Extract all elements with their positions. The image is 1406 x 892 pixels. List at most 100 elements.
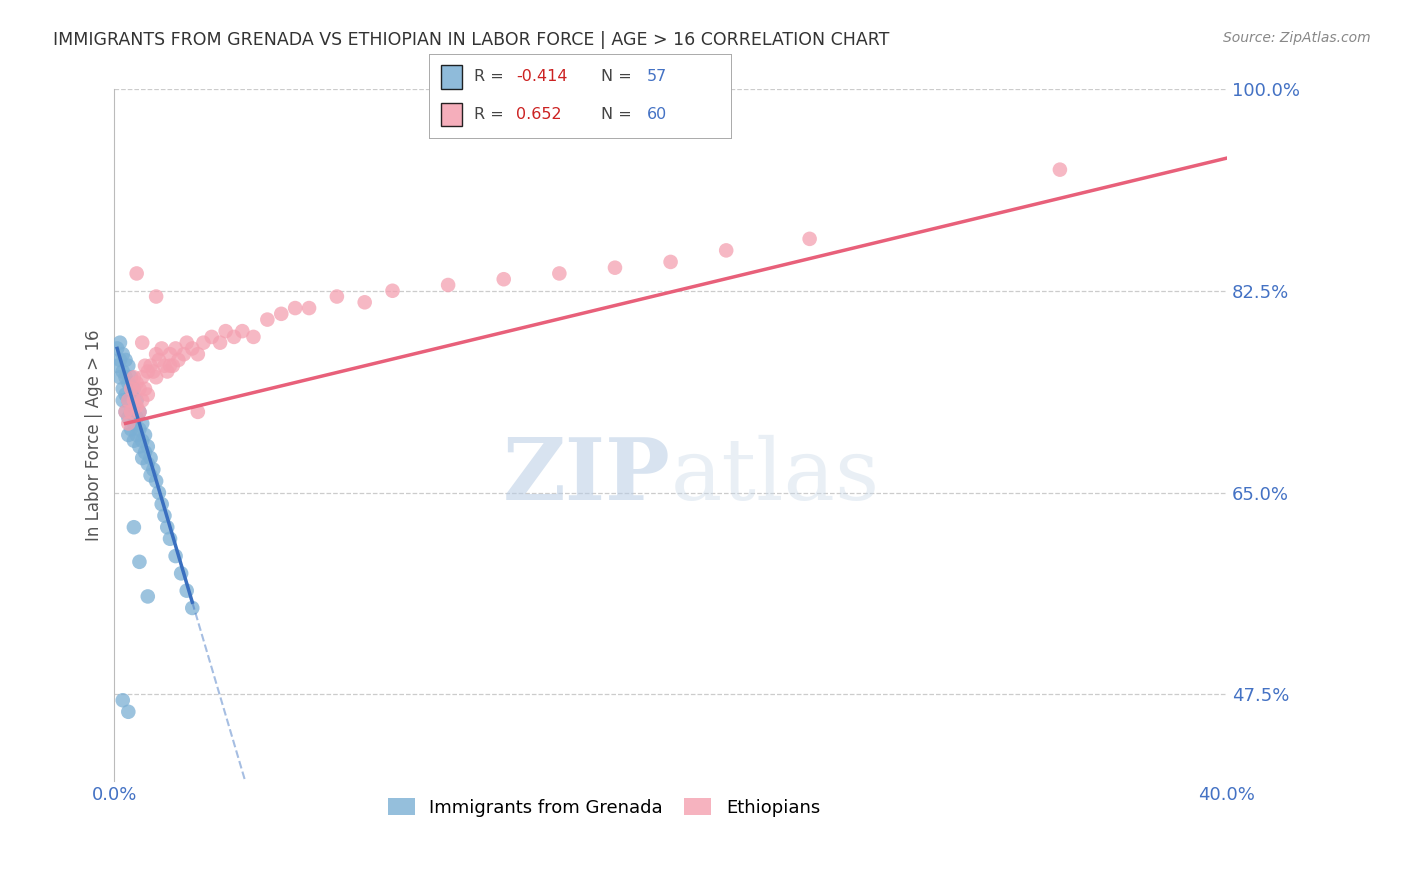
Point	[156, 364, 179, 378]
Point	[120, 382, 142, 396]
Point	[284, 301, 307, 315]
Point	[187, 347, 209, 361]
Point	[131, 434, 153, 448]
Point	[170, 566, 193, 581]
Point	[122, 399, 145, 413]
Text: -0.414: -0.414	[516, 69, 568, 84]
Point	[128, 440, 150, 454]
Y-axis label: In Labor Force | Age > 16: In Labor Force | Age > 16	[86, 329, 103, 541]
Point	[145, 474, 167, 488]
Text: 57: 57	[647, 69, 666, 84]
Point	[111, 347, 134, 361]
Point	[156, 520, 179, 534]
Point	[209, 335, 232, 350]
Point	[159, 532, 181, 546]
Point	[181, 601, 204, 615]
Point	[492, 272, 515, 286]
Point	[799, 232, 821, 246]
Point	[214, 324, 236, 338]
Point	[659, 255, 682, 269]
Point	[131, 370, 153, 384]
Point	[122, 382, 145, 396]
Text: N =: N =	[602, 107, 637, 122]
Point	[125, 399, 148, 413]
Point	[201, 330, 224, 344]
Point	[165, 549, 187, 563]
Text: atlas: atlas	[671, 435, 880, 518]
Text: IMMIGRANTS FROM GRENADA VS ETHIOPIAN IN LABOR FORCE | AGE > 16 CORRELATION CHART: IMMIGRANTS FROM GRENADA VS ETHIOPIAN IN …	[53, 31, 890, 49]
Point	[111, 364, 134, 378]
Point	[139, 359, 162, 373]
Point	[162, 359, 184, 373]
Point	[148, 485, 170, 500]
Point	[222, 330, 245, 344]
Point	[125, 428, 148, 442]
Point	[122, 370, 145, 384]
Point	[159, 347, 181, 361]
Point	[142, 462, 165, 476]
FancyBboxPatch shape	[441, 65, 463, 89]
Point	[136, 387, 159, 401]
Text: N =: N =	[602, 69, 637, 84]
Point	[145, 370, 167, 384]
Point	[139, 468, 162, 483]
Point	[117, 359, 139, 373]
Point	[193, 335, 215, 350]
Point	[181, 342, 204, 356]
Point	[128, 382, 150, 396]
Point	[128, 422, 150, 436]
Point	[134, 445, 156, 459]
Point	[125, 376, 148, 390]
Point	[256, 312, 278, 326]
Point	[353, 295, 375, 310]
Point	[134, 428, 156, 442]
Point	[108, 335, 131, 350]
Point	[114, 387, 136, 401]
Point	[173, 347, 195, 361]
Point	[120, 370, 142, 384]
Point	[714, 244, 737, 258]
Point	[114, 405, 136, 419]
Point	[114, 353, 136, 368]
Point	[1049, 162, 1071, 177]
Text: ZIP: ZIP	[503, 434, 671, 518]
Point	[298, 301, 321, 315]
Point	[159, 359, 181, 373]
Point	[145, 347, 167, 361]
Point	[105, 359, 128, 373]
Point	[153, 359, 176, 373]
Point	[134, 359, 156, 373]
Point	[114, 405, 136, 419]
Point	[125, 393, 148, 408]
Point	[381, 284, 404, 298]
Point	[111, 382, 134, 396]
Point	[117, 417, 139, 431]
Point	[134, 382, 156, 396]
Point	[122, 434, 145, 448]
Point	[122, 417, 145, 431]
Point	[117, 705, 139, 719]
Point	[120, 405, 142, 419]
Text: R =: R =	[474, 107, 515, 122]
Point	[165, 342, 187, 356]
FancyBboxPatch shape	[441, 103, 463, 127]
Point	[136, 364, 159, 378]
Point	[145, 289, 167, 303]
Point	[150, 342, 173, 356]
Point	[153, 508, 176, 523]
Point	[139, 450, 162, 465]
Point	[326, 289, 349, 303]
Point	[150, 497, 173, 511]
Point	[125, 410, 148, 425]
Point	[111, 393, 134, 408]
Point	[108, 353, 131, 368]
Point	[128, 555, 150, 569]
Point	[117, 393, 139, 408]
Point	[142, 364, 165, 378]
Text: Source: ZipAtlas.com: Source: ZipAtlas.com	[1223, 31, 1371, 45]
Point	[114, 370, 136, 384]
Point	[603, 260, 626, 275]
Point	[108, 370, 131, 384]
Point	[122, 393, 145, 408]
Point	[136, 440, 159, 454]
